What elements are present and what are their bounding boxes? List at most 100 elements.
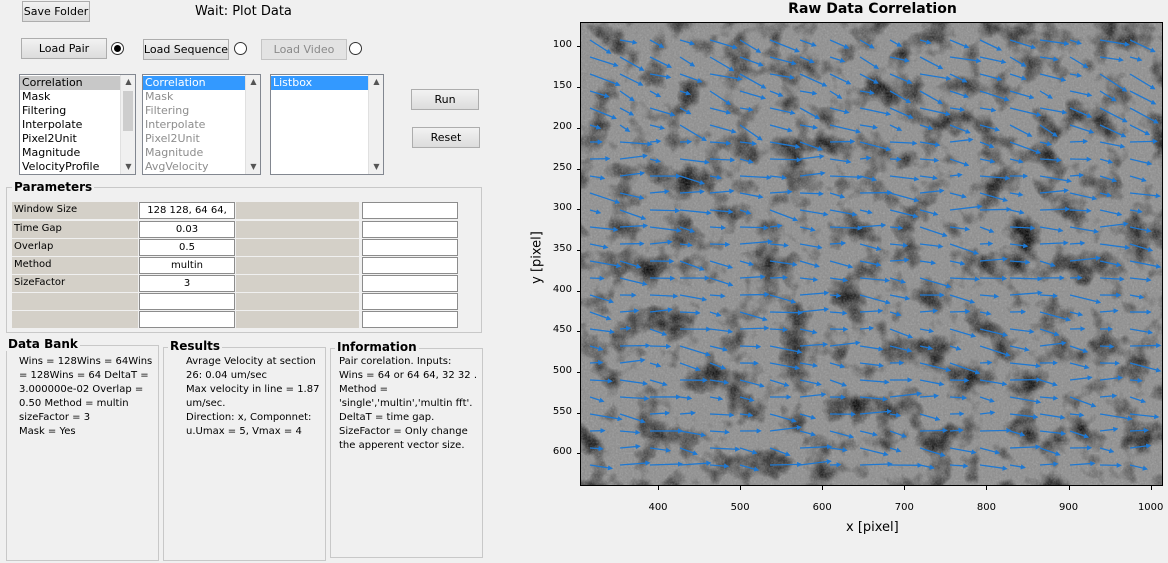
velocity-vector xyxy=(1009,124,1033,137)
run-button[interactable]: Run xyxy=(411,89,479,110)
scroll-up-icon[interactable]: ▲ xyxy=(373,77,380,86)
x-tick-label: 600 xyxy=(812,502,832,513)
time-gap-field[interactable]: 0.03 xyxy=(139,221,235,238)
window-size-field[interactable]: 128 128, 64 64, xyxy=(139,202,235,219)
list-item[interactable]: Correlation xyxy=(20,76,135,90)
scroll-down-icon[interactable]: ▼ xyxy=(125,162,132,171)
scroll-up-icon[interactable]: ▲ xyxy=(125,77,132,86)
scroll-up-icon[interactable]: ▲ xyxy=(250,77,257,86)
reset-button[interactable]: Reset xyxy=(412,127,480,148)
vector-field xyxy=(589,39,1162,472)
empty-field[interactable] xyxy=(139,293,235,310)
overlap-field[interactable]: 0.5 xyxy=(139,239,235,256)
load-video-radio[interactable] xyxy=(349,42,362,55)
velocity-vector xyxy=(979,56,1007,65)
velocity-vector xyxy=(709,124,737,134)
load-sequence-radio[interactable] xyxy=(234,42,247,55)
steps-listbox[interactable]: Correlation Mask Filtering Interpolate P… xyxy=(19,74,136,175)
list-item[interactable]: Magnitude xyxy=(145,146,204,159)
extra-field[interactable] xyxy=(362,221,458,238)
scroll-down-icon[interactable]: ▼ xyxy=(373,162,380,171)
velocity-vector xyxy=(949,447,977,455)
velocity-vector xyxy=(979,206,1012,213)
load-video-button[interactable]: Load Video xyxy=(261,39,347,60)
velocity-vector xyxy=(679,56,696,67)
list-item[interactable]: Magnitude xyxy=(22,146,81,159)
y-tick-mark xyxy=(577,290,581,292)
velocity-vector xyxy=(769,345,803,355)
velocity-vector xyxy=(619,73,644,86)
data-bank-line: Mask = Yes xyxy=(19,426,76,437)
applied-scrollbar[interactable]: ▲ ▼ xyxy=(245,75,260,174)
method-field[interactable]: multin xyxy=(139,257,235,274)
list-item[interactable]: Interpolate xyxy=(22,118,83,131)
extra-field[interactable] xyxy=(362,239,458,256)
third-scrollbar[interactable]: ▲ ▼ xyxy=(368,75,383,174)
velocity-vector xyxy=(739,124,763,141)
list-item[interactable]: Correlation xyxy=(143,76,260,90)
list-item[interactable]: Interpolate xyxy=(145,118,206,131)
velocity-vector xyxy=(649,328,668,336)
velocity-vector xyxy=(1039,226,1064,233)
velocity-vector xyxy=(679,209,712,216)
empty-field[interactable] xyxy=(139,311,235,328)
list-item[interactable]: Listbox xyxy=(271,76,383,90)
velocity-vector xyxy=(649,138,662,145)
list-item[interactable]: Pixel2Unit xyxy=(145,132,200,145)
results-line: Avrage Velocity at section xyxy=(186,356,316,367)
third-listbox[interactable]: Listbox ▲ ▼ xyxy=(270,74,384,175)
velocity-vector xyxy=(949,463,969,469)
list-item[interactable]: Filtering xyxy=(22,104,67,117)
velocity-vector xyxy=(1009,290,1043,296)
extra-field[interactable] xyxy=(362,257,458,274)
y-tick-label: 150 xyxy=(552,80,572,92)
list-item[interactable]: Mask xyxy=(145,90,174,103)
velocity-vector xyxy=(649,307,673,313)
save-folder-button[interactable]: Save Folder xyxy=(22,1,90,22)
load-pair-button[interactable]: Load Pair xyxy=(21,38,107,59)
velocity-vector xyxy=(1129,39,1156,53)
correlation-plot[interactable] xyxy=(580,22,1163,486)
velocity-vector xyxy=(649,124,666,131)
extra-field[interactable] xyxy=(362,202,458,219)
list-item[interactable]: AvgVelocity xyxy=(145,160,209,173)
load-pair-radio[interactable] xyxy=(111,42,124,55)
velocity-vector xyxy=(919,39,932,45)
list-item[interactable]: Filtering xyxy=(145,104,190,117)
load-sequence-button[interactable]: Load Sequence xyxy=(143,39,229,60)
y-tick-mark xyxy=(577,372,581,374)
velocity-vector xyxy=(799,124,819,130)
velocity-vector xyxy=(769,157,802,163)
extra-field[interactable] xyxy=(362,311,458,328)
velocity-vector xyxy=(649,226,682,233)
velocity-vector xyxy=(1009,158,1024,164)
velocity-vector xyxy=(799,341,829,348)
velocity-vector xyxy=(709,157,736,163)
velocity-vector xyxy=(1129,443,1152,449)
velocity-vector xyxy=(889,430,907,438)
scroll-down-icon[interactable]: ▼ xyxy=(250,162,257,171)
scroll-thumb[interactable] xyxy=(123,91,133,131)
list-item[interactable]: Mask xyxy=(22,90,51,103)
velocity-vector xyxy=(949,395,968,401)
velocity-vector xyxy=(619,308,640,314)
velocity-vector xyxy=(1129,413,1160,420)
y-tick-mark xyxy=(577,209,581,211)
steps-scrollbar[interactable]: ▲ ▼ xyxy=(120,75,135,174)
velocity-vector xyxy=(589,294,615,304)
applied-listbox[interactable]: Correlation Mask Filtering Interpolate P… xyxy=(142,74,261,175)
velocity-vector xyxy=(739,379,765,388)
velocity-vector xyxy=(709,395,724,401)
extra-field[interactable] xyxy=(362,293,458,310)
list-item[interactable]: VelocityProfile xyxy=(22,160,100,173)
extra-field[interactable] xyxy=(362,275,458,292)
size-factor-field[interactable]: 3 xyxy=(139,275,235,292)
status-text: Wait: Plot Data xyxy=(195,4,292,19)
y-tick-mark xyxy=(577,168,581,170)
blank-cell xyxy=(236,202,359,219)
velocity-vector xyxy=(829,260,854,269)
list-item[interactable]: Pixel2Unit xyxy=(22,132,77,145)
velocity-vector xyxy=(739,274,766,280)
velocity-vector xyxy=(829,124,861,134)
velocity-vector xyxy=(799,306,830,313)
